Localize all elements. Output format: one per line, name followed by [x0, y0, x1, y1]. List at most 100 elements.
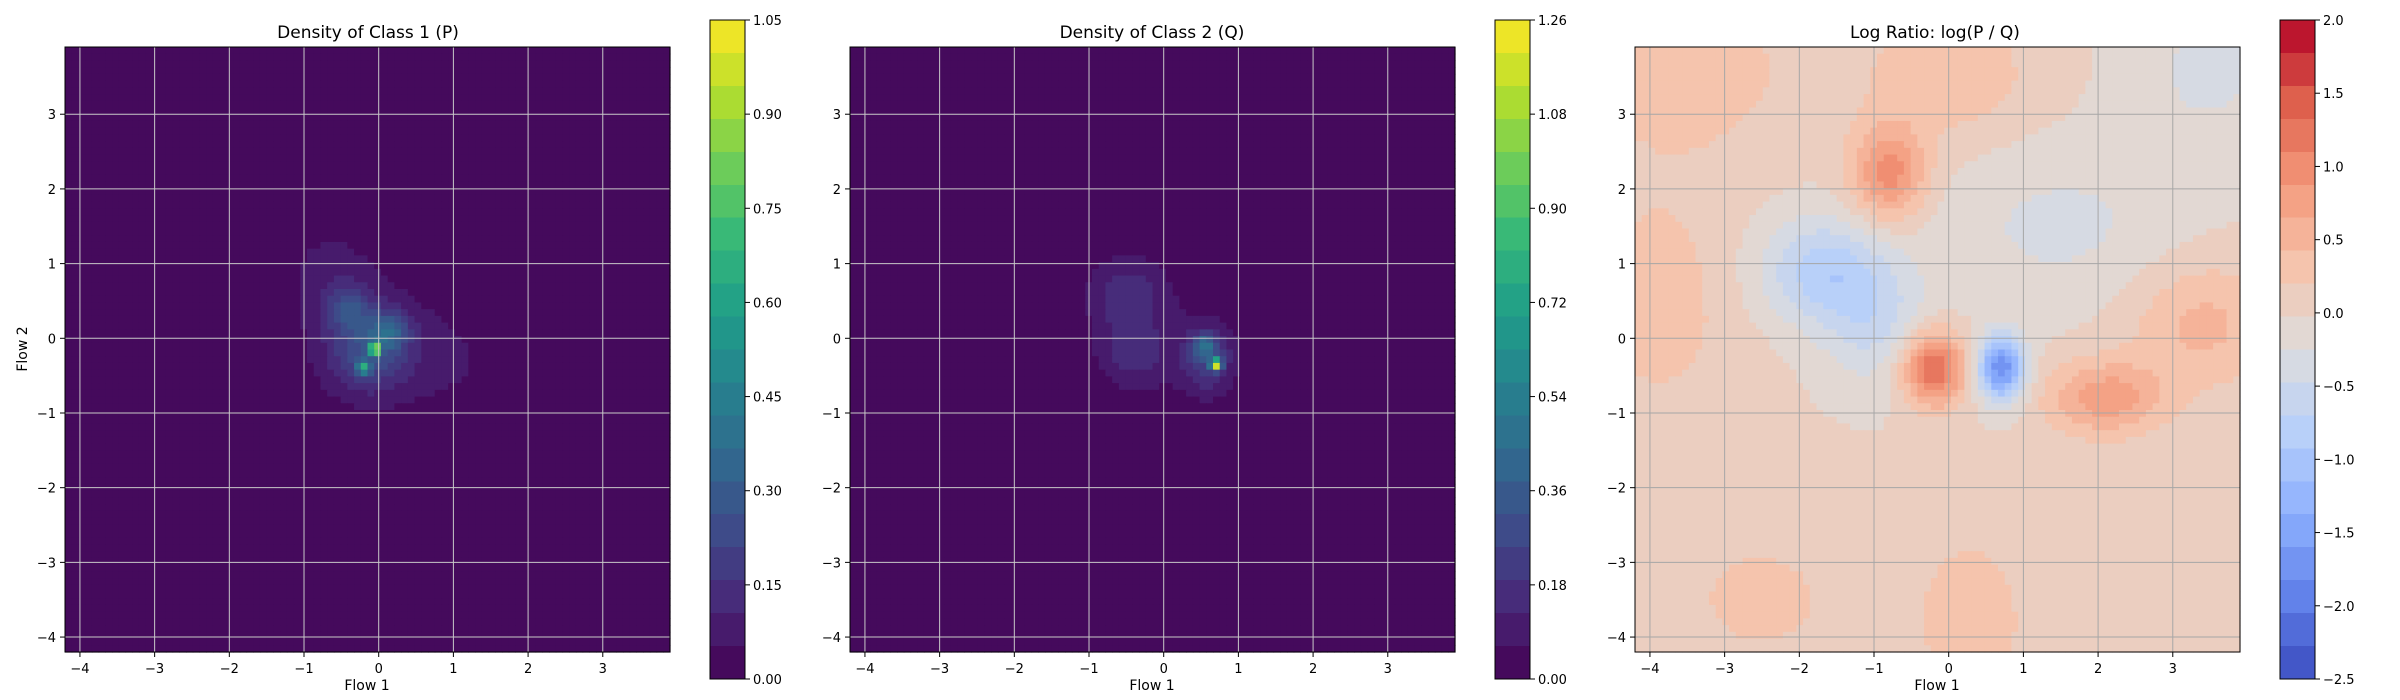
heatmap-cell — [536, 60, 543, 67]
heatmap-cell — [240, 121, 247, 128]
heatmap-cell — [610, 128, 617, 135]
heatmap-cell — [206, 47, 213, 54]
heatmap-cell — [415, 60, 422, 67]
heatmap-cell — [72, 60, 79, 67]
heatmap-cell — [152, 114, 159, 121]
heatmap-cell — [314, 74, 321, 81]
heatmap-cell — [186, 128, 193, 135]
heatmap-cell — [85, 87, 92, 94]
heatmap-cell — [159, 87, 166, 94]
heatmap-cell — [99, 47, 106, 54]
heatmap-cell — [206, 60, 213, 67]
heatmap-cell — [179, 94, 186, 101]
heatmap-cell — [280, 60, 287, 67]
heatmap-cell — [314, 60, 321, 67]
heatmap-cell — [650, 101, 657, 108]
heatmap-cell — [428, 108, 435, 115]
heatmap-cell — [347, 114, 354, 121]
heatmap-cell — [139, 101, 146, 108]
heatmap-cell — [636, 87, 643, 94]
heatmap-cell — [542, 128, 549, 135]
heatmap-cell — [643, 128, 650, 135]
heatmap-cell — [536, 134, 543, 141]
heatmap-cell — [549, 60, 556, 67]
heatmap-cell — [610, 94, 617, 101]
heatmap-cell — [99, 108, 106, 115]
heatmap-cell — [341, 47, 348, 54]
heatmap-cell — [542, 47, 549, 54]
heatmap-cell — [166, 134, 173, 141]
heatmap-cell — [489, 128, 496, 135]
heatmap-cell — [267, 87, 274, 94]
heatmap-cell — [213, 128, 220, 135]
heatmap-cell — [166, 81, 173, 88]
heatmap-cell — [495, 60, 502, 67]
heatmap-cell — [273, 134, 280, 141]
heatmap-cell — [213, 47, 220, 54]
heatmap-cell — [314, 134, 321, 141]
heatmap-cell — [421, 94, 428, 101]
heatmap-cell — [616, 60, 623, 67]
heatmap-cell — [569, 67, 576, 74]
heatmap-cell — [347, 121, 354, 128]
heatmap-cell — [72, 101, 79, 108]
heatmap-cell — [502, 114, 509, 121]
heatmap-cell — [347, 74, 354, 81]
heatmap-cell — [482, 47, 489, 54]
heatmap-cell — [112, 60, 119, 67]
heatmap-cell — [287, 47, 294, 54]
heatmap-cell — [502, 81, 509, 88]
heatmap-cell — [495, 87, 502, 94]
heatmap-cell — [206, 101, 213, 108]
heatmap-cell — [126, 81, 133, 88]
heatmap-cell — [85, 47, 92, 54]
heatmap-cell — [334, 114, 341, 121]
heatmap-cell — [482, 121, 489, 128]
heatmap-cell — [105, 74, 112, 81]
heatmap-cell — [226, 87, 233, 94]
heatmap-cell — [166, 47, 173, 54]
heatmap-cell — [482, 67, 489, 74]
heatmap-cell — [139, 134, 146, 141]
heatmap-cell — [267, 67, 274, 74]
heatmap-cell — [515, 121, 522, 128]
heatmap-cell — [616, 87, 623, 94]
heatmap-cell — [650, 87, 657, 94]
heatmap-cell — [489, 54, 496, 61]
heatmap-cell — [327, 87, 334, 94]
heatmap-cell — [240, 87, 247, 94]
heatmap-cell — [623, 114, 630, 121]
heatmap-cell — [105, 128, 112, 135]
heatmap-cell — [179, 134, 186, 141]
heatmap-cell — [119, 141, 126, 148]
heatmap-cell — [441, 60, 448, 67]
heatmap-cell — [92, 108, 99, 115]
heatmap-cell — [388, 121, 395, 128]
heatmap-cell — [247, 54, 254, 61]
heatmap-cell — [126, 54, 133, 61]
heatmap-cell — [636, 67, 643, 74]
heatmap-cell — [119, 128, 126, 135]
heatmap-cell — [139, 74, 146, 81]
heatmap-cell — [146, 74, 153, 81]
heatmap-cell — [334, 128, 341, 135]
heatmap-cell — [401, 134, 408, 141]
heatmap-cell — [542, 87, 549, 94]
heatmap-cell — [616, 67, 623, 74]
heatmap-cell — [307, 101, 314, 108]
heatmap-cell — [502, 60, 509, 67]
heatmap-cell — [610, 74, 617, 81]
heatmap-cell — [536, 121, 543, 128]
heatmap-cell — [233, 121, 240, 128]
heatmap-cell — [388, 74, 395, 81]
heatmap-cell — [374, 108, 381, 115]
heatmap-cell — [260, 74, 267, 81]
heatmap-cell — [415, 81, 422, 88]
heatmap-cell — [495, 128, 502, 135]
heatmap-cell — [361, 87, 368, 94]
heatmap-cell — [287, 108, 294, 115]
heatmap-cell — [482, 101, 489, 108]
heatmap-cell — [556, 54, 563, 61]
heatmap-cell — [657, 74, 664, 81]
heatmap-cell — [415, 47, 422, 54]
